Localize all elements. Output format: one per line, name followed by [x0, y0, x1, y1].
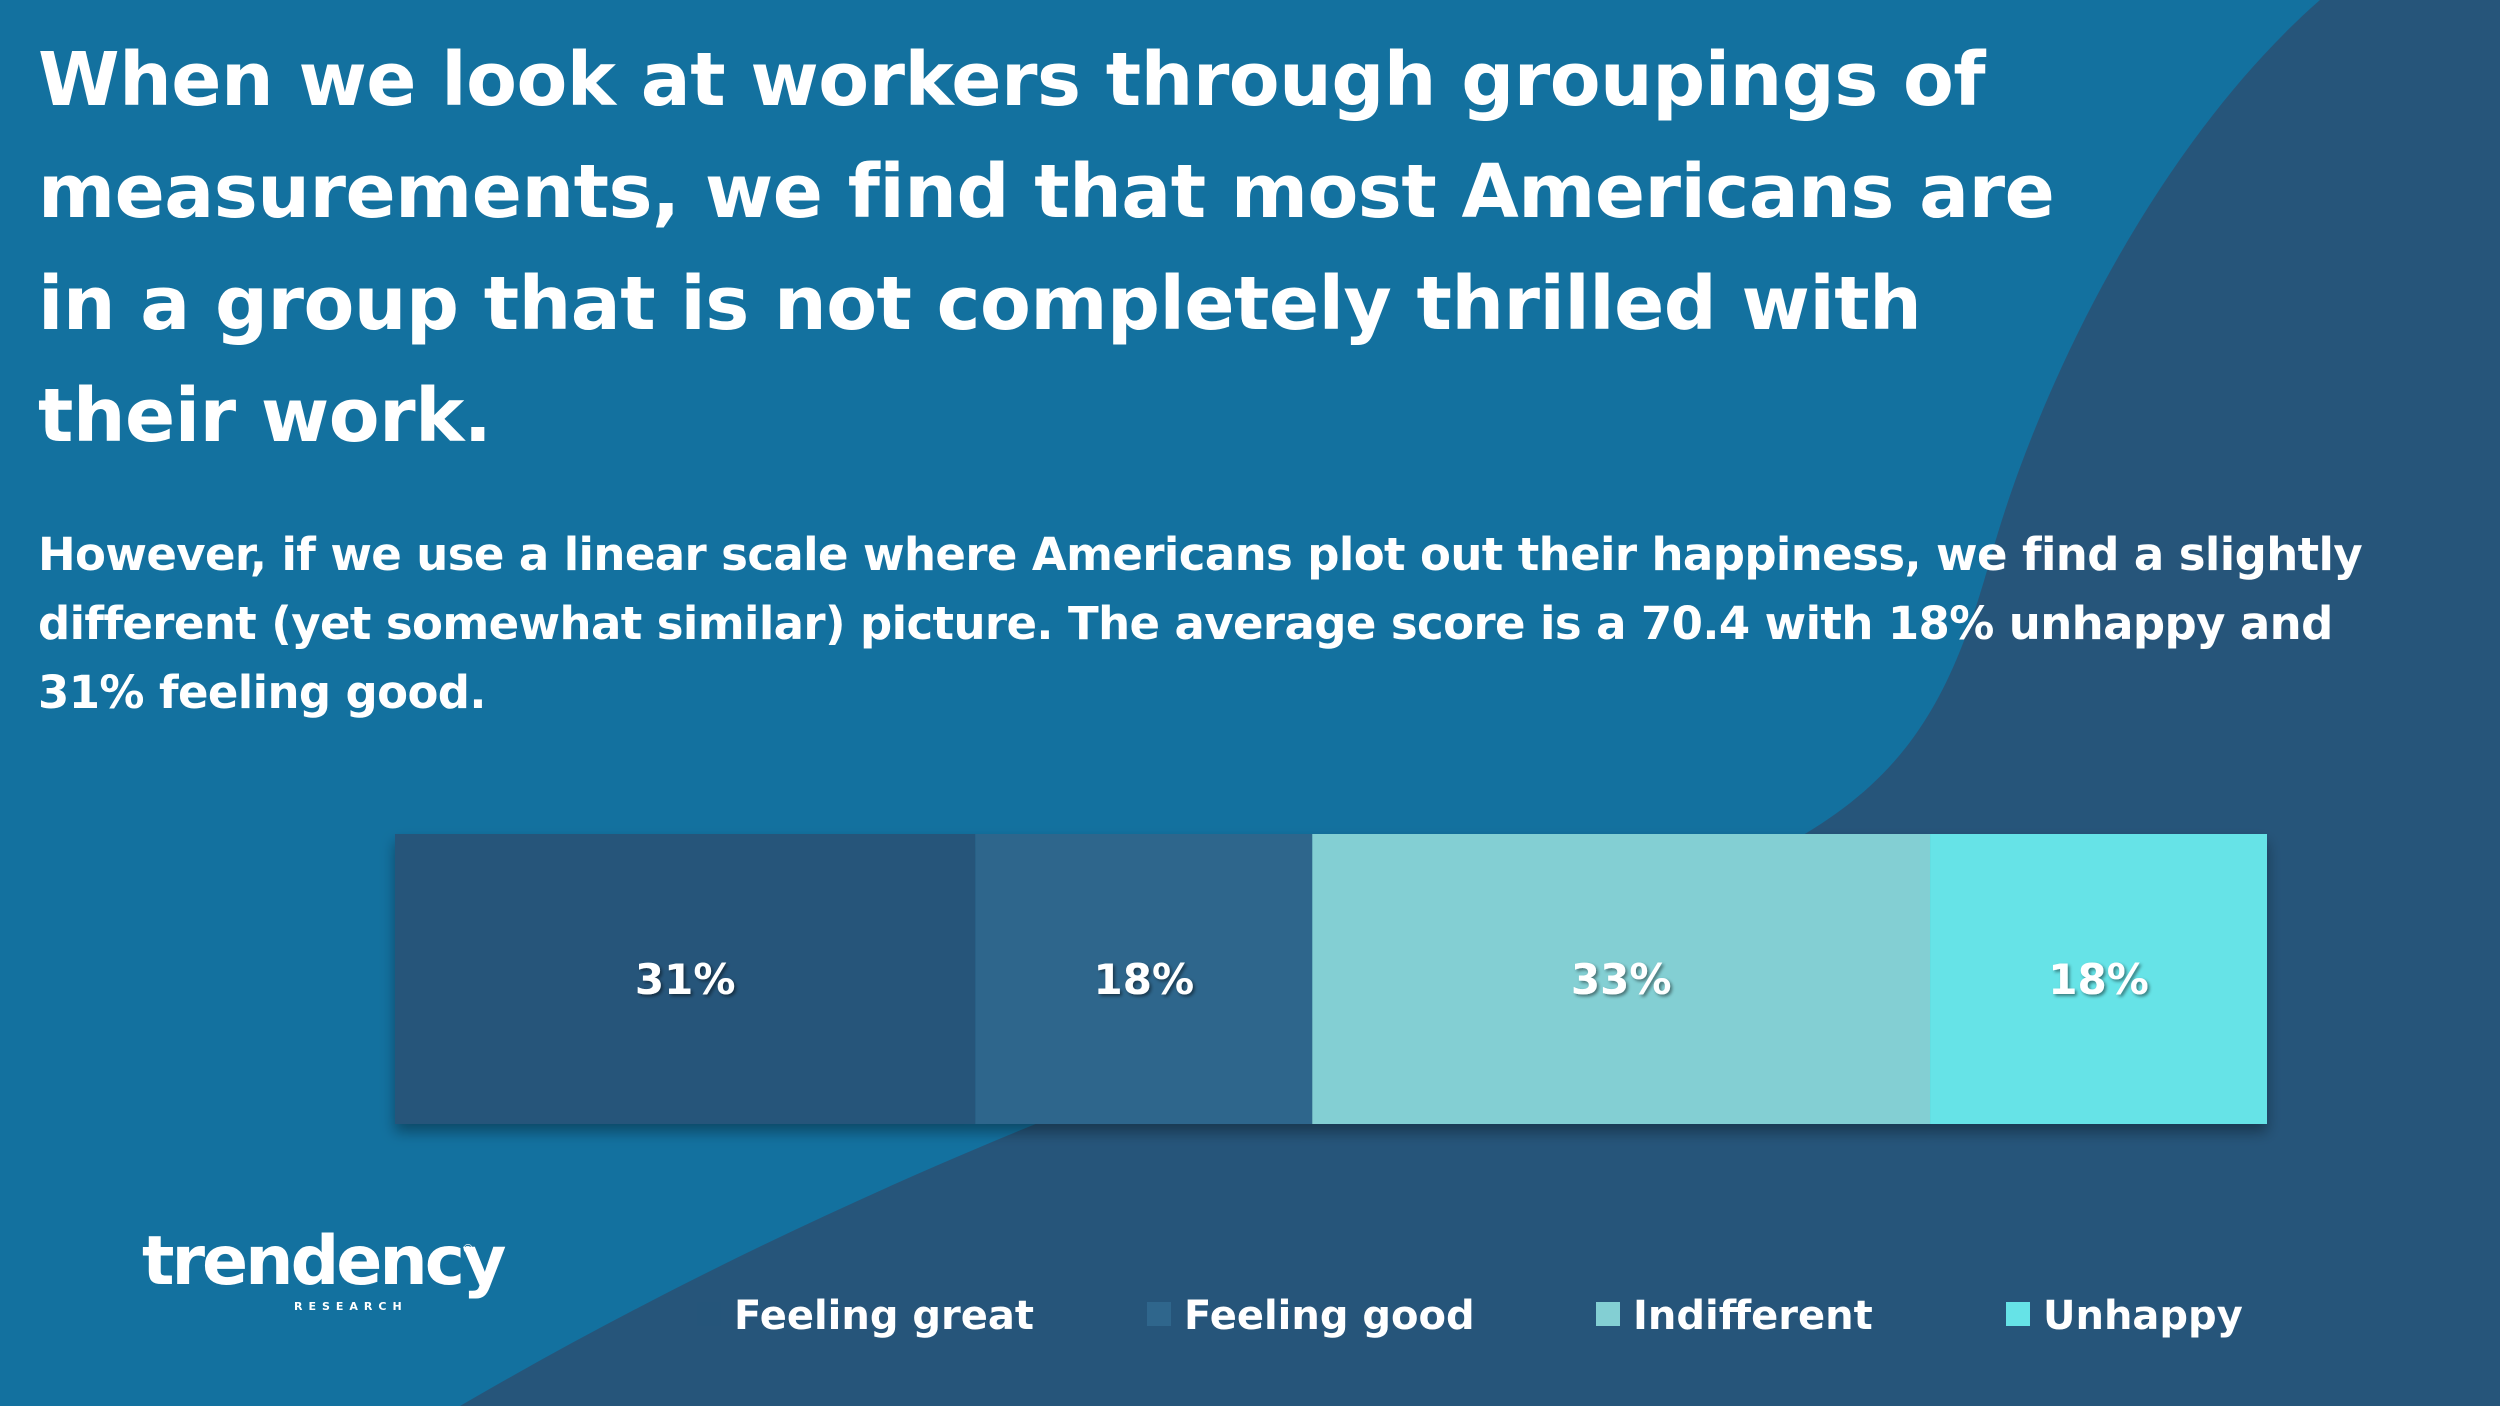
trendency-logo: trendency RESEARCH ® [142, 1222, 506, 1314]
legend-label-unhappy: Unhappy [2043, 1293, 2243, 1339]
legend-label-feeling-great: Feeling great [734, 1293, 1034, 1339]
legend-swatch-indifferent [1596, 1302, 1620, 1326]
bar-feeling-good [975, 834, 1313, 1124]
legend-label-feeling-good: Feeling good [1184, 1293, 1475, 1339]
bar-label-group: 31% 18% 33% 18% [635, 955, 2149, 1004]
legend-swatch-unhappy [2006, 1302, 2030, 1326]
legend-swatch-feeling-good [1147, 1302, 1171, 1326]
legend-label-indifferent: Indifferent [1633, 1293, 1873, 1339]
bar-indifferent [1312, 834, 1931, 1124]
subtext: However, if we use a linear scale where … [38, 528, 2363, 719]
logo-wordmark: trendency [142, 1222, 506, 1301]
legend-swatch-feeling-great [697, 1302, 721, 1326]
logo-tagline: RESEARCH [294, 1300, 408, 1313]
bar-label-unhappy: 18% [2048, 955, 2149, 1004]
headline: When we look at workers through grouping… [38, 37, 2055, 459]
bar-label-feeling-great: 31% [635, 955, 736, 1004]
legend: Feeling great Feeling good Indifferent Unha… [697, 1293, 2243, 1339]
bar-unhappy [1930, 834, 2267, 1124]
bar-group [395, 834, 2267, 1124]
logo-registered-mark: ® [462, 1242, 474, 1256]
bar-label-indifferent: 33% [1571, 955, 1672, 1004]
bar-feeling-great [395, 834, 976, 1124]
bar-label-feeling-good: 18% [1094, 955, 1195, 1004]
